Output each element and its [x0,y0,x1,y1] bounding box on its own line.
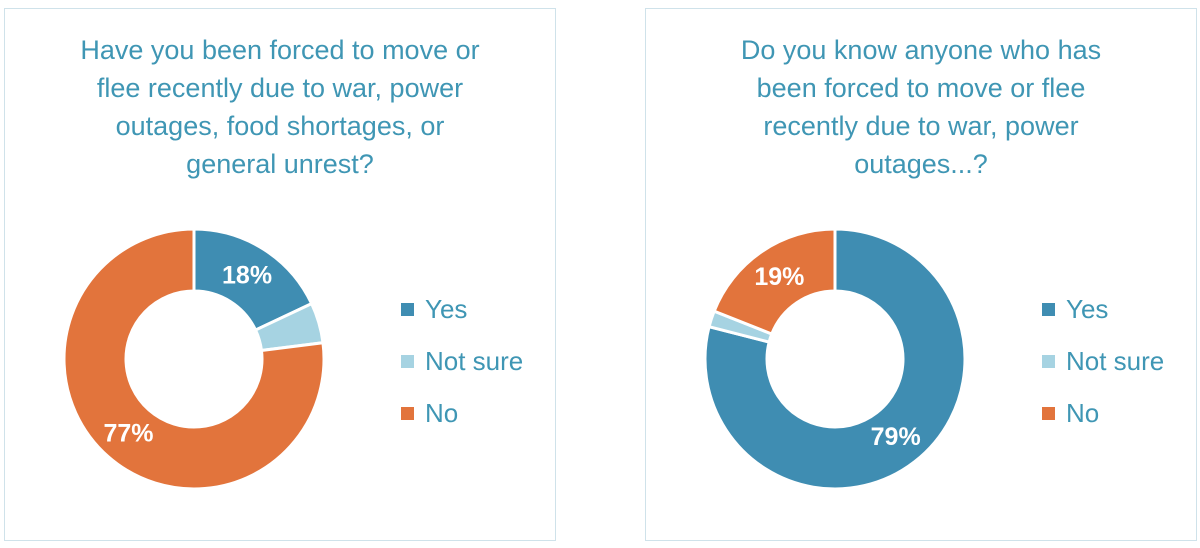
title-line: been forced to move or flee [756,73,1086,103]
legend-label: Yes [1066,293,1109,324]
data-label-no: 19% [754,263,804,291]
title-line: Have you been forced to move or [80,35,480,65]
donut-slice-yes [703,227,967,491]
donut-slice-no [62,227,326,491]
chart-title: Do you know anyone who has been forced to… [681,31,1161,183]
legend-item-not-sure: Not sure [1042,335,1164,387]
legend-swatch-no [1042,406,1055,420]
legend-item-no: No [1042,387,1164,439]
title-line: flee recently due to war, power [96,73,464,103]
legend-swatch-no [401,406,414,420]
data-label-yes: 18% [222,261,272,289]
legend-item-yes: Yes [401,283,523,335]
data-label-yes: 79% [871,423,921,451]
legend-swatch-not-sure [401,354,414,368]
chart-card-right: Do you know anyone who has been forced to… [645,8,1197,541]
chart-legend: Yes Not sure No [1042,283,1164,439]
title-line: recently due to war, power [763,111,1079,141]
legend-item-not-sure: Not sure [401,335,523,387]
title-line: outages...? [854,149,988,179]
legend-label: Not sure [425,345,524,376]
donut-slice-no [712,227,837,336]
chart-card-left: Have you been forced to move or flee rece… [4,8,556,541]
title-line: general unrest? [186,149,374,179]
legend-label: Not sure [1066,345,1165,376]
legend-item-yes: Yes [1042,283,1164,335]
legend-label: No [1066,397,1100,428]
chart-legend: Yes Not sure No [401,283,523,439]
legend-swatch-yes [401,302,414,316]
legend-swatch-not-sure [1042,354,1055,368]
data-label-no: 77% [104,419,154,447]
legend-label: No [425,397,459,428]
title-line: Do you know anyone who has [740,35,1102,65]
legend-swatch-yes [1042,302,1055,316]
chart-title: Have you been forced to move or flee rece… [40,31,520,183]
donut-chart: 18% 77% [44,209,344,509]
legend-label: Yes [425,293,468,324]
legend-item-no: No [401,387,523,439]
donut-chart-svg: 18% 77% [62,227,326,491]
title-line: outages, food shortages, or [115,111,445,141]
donut-chart-svg: 79% 19% [703,227,967,491]
donut-chart: 79% 19% [685,209,985,509]
